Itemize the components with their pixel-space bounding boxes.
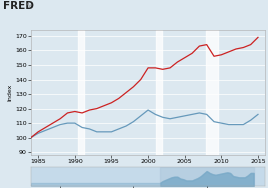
Bar bbox=[156, 30, 162, 155]
Text: FRED: FRED bbox=[3, 1, 34, 11]
Y-axis label: Index: Index bbox=[7, 84, 12, 101]
Text: ∿: ∿ bbox=[25, 1, 31, 7]
Bar bbox=[79, 30, 84, 155]
Bar bbox=[160, 167, 254, 186]
Bar bbox=[206, 30, 218, 155]
